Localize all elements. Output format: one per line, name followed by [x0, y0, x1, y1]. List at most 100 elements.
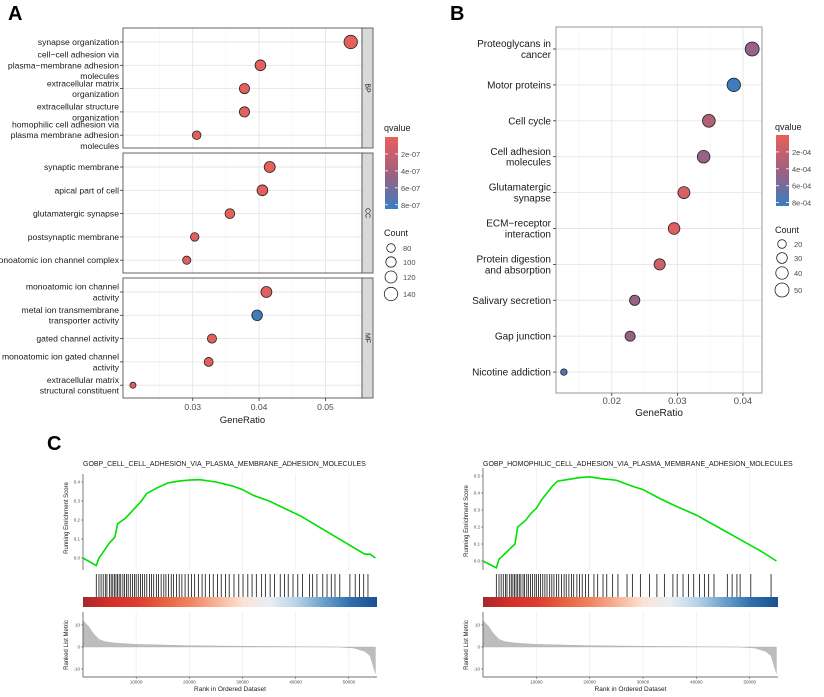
x-axis-label: GeneRatio [220, 415, 265, 426]
term-label: Proteoglycans in cancer [477, 39, 552, 61]
metric-y-tick-label: -10 [473, 667, 480, 672]
x-tick-label: 10000 [130, 680, 143, 685]
es-y-tick-label: 0.0 [74, 556, 81, 561]
enrichment-dot [744, 41, 760, 57]
term-label-line: activity [93, 362, 120, 372]
colorbar-tick-label: 8e-07 [401, 201, 420, 210]
term-label-line: extracellular matrix [47, 78, 120, 88]
term-label-line: Gap junction [495, 332, 551, 343]
term-label: Nicotine addiction [472, 368, 551, 379]
enrichment-dot [182, 255, 192, 265]
term-label-line: molecules [80, 71, 119, 81]
term-label-line: gated channel activity [36, 334, 119, 344]
term-label: monoatomic ion gated channel activity [2, 352, 120, 373]
term-label: Protein digestion and absorption [477, 255, 552, 277]
size-legend-label: 80 [403, 244, 411, 253]
term-label-line: molecules [506, 158, 551, 169]
size-legend-label: 20 [794, 240, 802, 249]
legend-size-title: Count [384, 228, 409, 238]
term-label: glutamatergic synapse [33, 209, 119, 219]
term-label-line: monoatomic ion channel [26, 282, 119, 292]
term-label-line: homophilic cell adhesion via [12, 120, 119, 130]
enrichment-dot [190, 232, 200, 242]
size-legend-circle [384, 270, 398, 284]
colorbar-tick-label: 4e-07 [401, 167, 420, 176]
term-label: synaptic membrane [44, 162, 119, 172]
x-tick-label: 20000 [183, 680, 196, 685]
enrichment-dot [653, 258, 666, 271]
es-y-tick-label: 0.3 [474, 508, 481, 513]
size-legend-circle [385, 256, 397, 268]
term-label: apical part of cell [55, 185, 120, 195]
term-label: gated channel activity [36, 334, 119, 344]
facet-strip [361, 152, 374, 274]
x-tick-label: 0.02 [603, 396, 622, 407]
colorbar-tick-label: 2e-04 [792, 148, 811, 157]
term-label: monoatomic ion channel complex [0, 255, 120, 265]
size-legend-label: 30 [794, 254, 802, 263]
x-tick-label: 50000 [343, 680, 356, 685]
term-label-line: plasma−membrane adhesion [8, 60, 119, 70]
term-label-line: monoatomic ion channel complex [0, 255, 120, 265]
term-label: synapse organization [38, 37, 119, 47]
size-legend-circle [386, 243, 396, 253]
term-label: Motor proteins [487, 80, 551, 91]
metric-y-axis-label: Ranked List Metric [464, 620, 470, 670]
x-axis-label: GeneRatio [635, 408, 683, 419]
term-label-line: extracellular structure [37, 102, 119, 112]
term-label-line: Glutamatergic [489, 183, 551, 194]
x-tick-label: 10000 [530, 680, 543, 685]
term-label-line: synapse [514, 194, 552, 205]
term-label-line: organization [72, 112, 119, 122]
term-label-line: monoatomic ion gated channel [2, 352, 119, 362]
enrichment-dot [238, 106, 250, 118]
enrichment-dot [129, 381, 137, 389]
term-label-line: extracellular matrix [47, 375, 120, 385]
enrichment-dot [726, 77, 741, 93]
es-y-tick-label: 0.5 [474, 474, 481, 479]
x-tick-label: 0.05 [317, 402, 334, 412]
facet-mf [123, 278, 362, 398]
term-label-line: activity [93, 292, 120, 302]
es-y-axis-label: Running Enrichment Score [64, 481, 70, 553]
term-label: extracellular matrix structural constitue… [40, 375, 120, 396]
enrichment-dot [667, 222, 681, 235]
term-label-line: organization [72, 89, 119, 99]
x-tick-label: 30000 [236, 680, 249, 685]
term-label-line: postsynaptic membrane [28, 232, 119, 242]
enrichment-dot [256, 184, 269, 197]
metric-y-tick-label: 0 [77, 645, 80, 650]
facet-cc [123, 153, 362, 273]
term-label-line: apical part of cell [55, 185, 120, 195]
es-y-tick-label: 0.3 [74, 499, 81, 504]
facet-strip-label: BP [364, 83, 371, 93]
enrichment-dot [624, 330, 636, 342]
enrichment-dot [560, 368, 568, 376]
enrichment-dot [696, 149, 711, 164]
es-y-tick-label: 0.1 [74, 537, 81, 542]
legend-size-title: Count [775, 225, 800, 235]
legend-color-title: qvalue [384, 123, 411, 133]
enrichment-dot [343, 34, 358, 50]
metric-y-tick-label: -10 [73, 667, 80, 672]
term-label-line: Cell cycle [508, 116, 551, 127]
size-legend-circle [776, 252, 788, 264]
enrichment-dot [260, 286, 273, 298]
term-label: Gap junction [495, 332, 551, 343]
facet-strip [361, 27, 374, 149]
x-tick-label: 30000 [637, 680, 650, 685]
x-tick-label: 0.03 [668, 396, 687, 407]
term-label: Glutamatergic synapse [489, 183, 552, 205]
term-label: Cell adhesion molecules [490, 147, 551, 169]
enrichment-dot [702, 114, 716, 128]
facet-strip-label: CC [364, 208, 371, 218]
term-label-line: synaptic membrane [44, 162, 119, 172]
es-y-tick-label: 0.2 [74, 518, 81, 523]
term-label-line: Cell adhesion [490, 147, 551, 158]
enrichment-dot [206, 333, 217, 344]
term-label-line: molecules [80, 141, 119, 151]
term-label-line: and absorption [485, 265, 551, 276]
gsea-title: GOBP_CELL_CELL_ADHESION_VIA_PLASMA_MEMBR… [83, 461, 366, 468]
x-tick-label: 40000 [690, 680, 703, 685]
